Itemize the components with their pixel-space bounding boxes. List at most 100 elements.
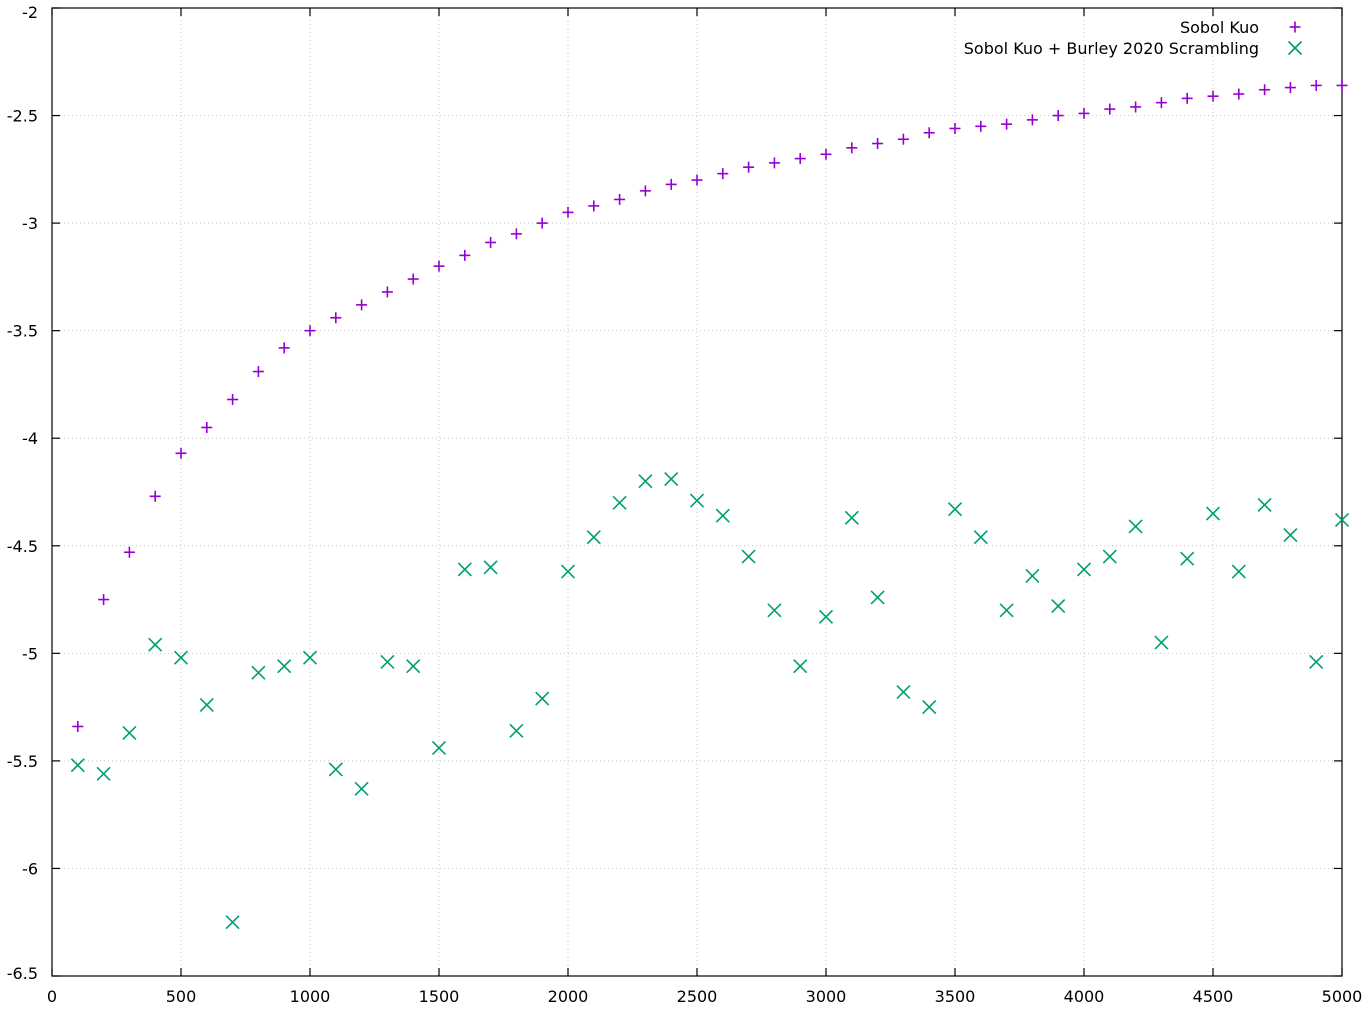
x-tick-label: 500 [166,987,197,1006]
data-point [356,299,368,311]
data-point [768,157,780,169]
data-point [818,609,834,624]
data-point [793,659,808,674]
data-point [896,684,911,700]
data-point [923,127,935,139]
data-point [380,654,395,670]
x-tick-label: 2000 [548,987,589,1006]
data-point [227,394,239,406]
data-point [381,286,393,298]
data-point [225,915,240,930]
legend-label-sobol-kuo: Sobol Kuo [1180,18,1259,37]
y-tick-label: -6 [22,859,38,878]
legend-label-sobol-kuo-burley: Sobol Kuo + Burley 2020 Scrambling [964,39,1259,58]
data-point [560,564,576,579]
data-point [201,421,213,433]
data-point [844,510,859,525]
data-point [1155,97,1167,109]
data-point [1102,549,1117,564]
data-point [304,325,316,337]
data-point [638,474,653,489]
data-point [870,590,885,605]
data-point [1334,512,1350,528]
x-tick-label: 2500 [677,987,718,1006]
x-axis-tick-labels: 0 500 1000 1500 2000 2500 3000 3500 4000 4500 5000 [47,987,1362,1006]
data-point [691,174,703,186]
data-point [1233,88,1245,100]
data-point [175,447,187,459]
data-point [509,723,524,738]
data-point [689,493,705,508]
y-tick-label: -2 [22,3,38,22]
y-tick-label: -4.5 [7,537,38,556]
x-tick-label: 1000 [290,987,331,1006]
series-sobol-kuo-burley [70,472,1350,930]
data-point [433,260,445,272]
data-point [612,495,627,510]
grid-lines [52,8,1342,976]
data-point [1283,527,1298,543]
x-tick-label: 0 [47,987,57,1006]
data-series [70,79,1350,930]
axis-ticks [51,7,1343,977]
data-point [846,142,858,154]
data-point [1052,110,1064,122]
data-point [72,720,84,732]
data-point [1181,92,1193,104]
data-point [173,650,189,665]
data-point [1051,598,1066,614]
data-point [1284,82,1296,94]
data-point [665,178,677,190]
data-point [639,185,651,197]
data-point [586,530,601,545]
data-point [457,562,472,577]
data-point [1130,101,1142,113]
data-point [1205,506,1221,521]
data-point [302,650,318,665]
data-point [535,691,550,706]
y-tick-label: -5.5 [7,752,38,771]
data-point [1259,84,1271,96]
data-point [1104,103,1116,115]
data-point [328,762,343,777]
y-axis-tick-labels: -2 -2.5 -3 -3.5 -4 -4.5 -5 -5.5 -6 -6.5 [7,3,38,983]
y-tick-label: -5 [22,644,38,663]
data-point [562,206,574,218]
data-point [664,472,679,487]
y-tick-label: -3 [22,214,38,233]
y-tick-label: -2.5 [7,107,38,126]
data-point [148,637,163,652]
legend-marker-symbol [1289,21,1301,33]
data-point [975,120,987,132]
data-point [96,766,111,781]
data-point [1180,551,1195,566]
data-point [1076,562,1092,577]
data-point [483,560,498,575]
data-point [1128,519,1143,534]
data-point [1001,118,1013,130]
data-point [277,659,292,674]
data-point [1154,635,1169,650]
data-point [1257,497,1272,512]
data-point [252,366,264,378]
data-point [510,228,522,240]
data-point [149,490,161,502]
data-point [949,122,961,134]
x-tick-label: 5000 [1322,987,1363,1006]
data-point [406,659,421,674]
data-point [1310,79,1322,91]
data-point [1336,79,1348,91]
data-point [123,546,135,558]
x-tick-label: 4000 [1064,987,1105,1006]
data-point [1078,107,1090,119]
data-point [872,138,884,150]
data-point [973,530,988,545]
data-point [717,168,729,180]
legend: Sobol Kuo Sobol Kuo + Burley 2020 Scramb… [964,18,1303,58]
x-tick-label: 1500 [419,987,460,1006]
series-sobol-kuo [72,79,1348,732]
x-tick-label: 3000 [806,987,847,1006]
y-tick-label: -6.5 [7,964,38,983]
data-point [536,217,548,229]
